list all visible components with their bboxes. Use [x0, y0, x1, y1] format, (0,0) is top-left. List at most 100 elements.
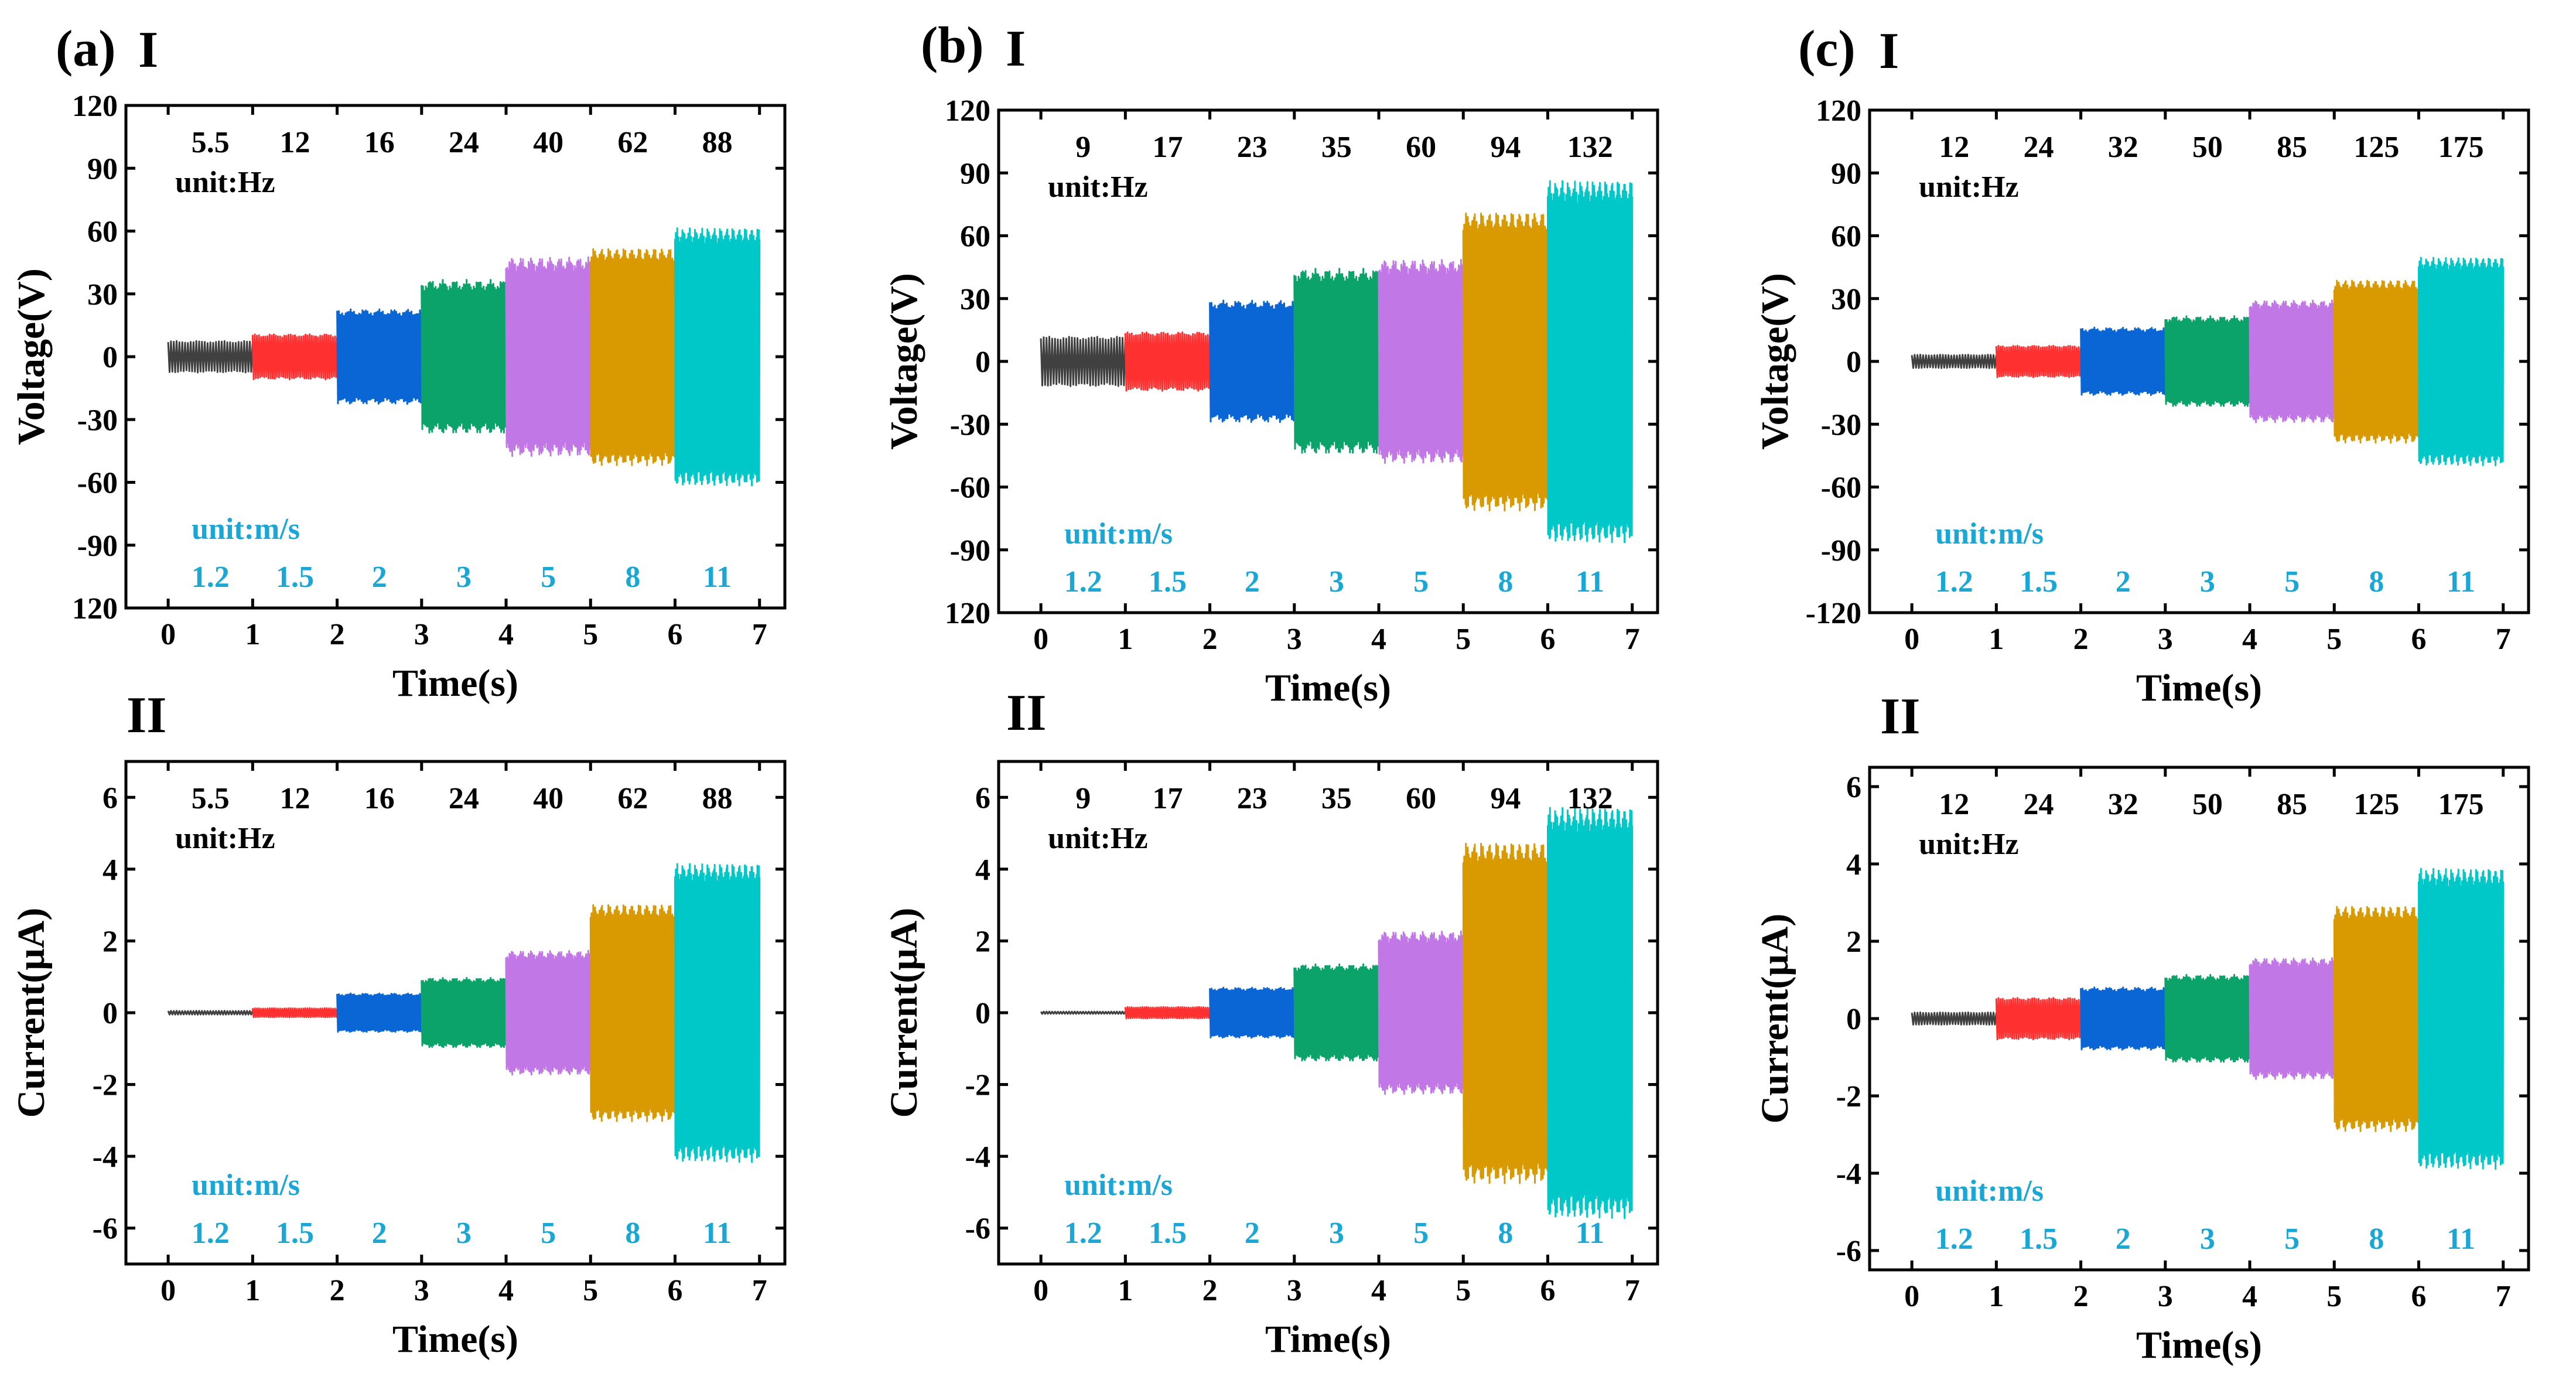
x-tick-label: 7 — [752, 1274, 767, 1307]
y-axis-label: Current(μA) — [1754, 914, 1796, 1124]
signal-series-2-ms — [1209, 986, 1296, 1039]
y-tick-label: 2 — [103, 925, 118, 958]
signal-series-5-ms — [1378, 930, 1464, 1095]
y-tick-label: 4 — [103, 853, 118, 887]
speed-label: 3 — [456, 561, 472, 594]
signal-series-1-5-ms — [251, 1007, 339, 1019]
speed-label: 8 — [1498, 1217, 1513, 1250]
speed-label: 1.2 — [1935, 1222, 1973, 1256]
y-axis-label: Current(μA) — [883, 908, 925, 1118]
y-tick-label: -30 — [77, 404, 118, 437]
signal-series-5-ms — [505, 949, 592, 1076]
frequency-label: 17 — [1152, 131, 1183, 164]
y-tick-label: 60 — [1831, 220, 1861, 254]
frequency-label: 16 — [364, 126, 395, 159]
y-tick-label: 90 — [960, 157, 990, 190]
frequency-label: 32 — [2108, 788, 2138, 821]
frequency-label: 23 — [1237, 782, 1267, 815]
chart-b-II: 0 1 2 3 4 5 6 7-6-4-20246Time(s)Current(μA)unit… — [883, 760, 1659, 1361]
frequency-label: 60 — [1406, 131, 1436, 164]
x-tick-label: 4 — [2242, 1280, 2257, 1313]
frequency-label: 9 — [1075, 782, 1091, 815]
y-tick-label: -4 — [93, 1140, 118, 1174]
y-tick-label: 0 — [975, 346, 990, 379]
speed-label: 2 — [1245, 565, 1260, 599]
signal-series-8-ms — [589, 904, 676, 1122]
y-tick-label: 0 — [1846, 346, 1861, 379]
signal-series-5-ms — [505, 256, 592, 457]
y-tick-label: 30 — [960, 283, 990, 316]
y-tick-label: 120 — [945, 94, 990, 128]
frequency-label: 94 — [1490, 131, 1521, 164]
x-tick-label: 6 — [668, 618, 683, 651]
speed-label: 11 — [2447, 1222, 2475, 1256]
speed-unit-label: unit:m/s — [192, 513, 300, 546]
x-tick-label: 0 — [1904, 1280, 1919, 1313]
y-tick-label: 120 — [945, 597, 990, 630]
panel-label-c: (c) — [1798, 21, 1856, 77]
x-tick-label: 0 — [1033, 623, 1048, 656]
frequency-label: 85 — [2277, 131, 2307, 164]
speed-label: 11 — [703, 561, 732, 594]
speed-label: 5 — [541, 561, 556, 594]
x-tick-label: 0 — [1904, 623, 1919, 656]
speed-label: 1.5 — [1149, 565, 1187, 599]
frequency-label: 9 — [1075, 131, 1091, 164]
x-tick-label: 2 — [2073, 1280, 2089, 1313]
frequency-label: 12 — [1939, 788, 1969, 821]
speed-unit-label: unit:m/s — [1935, 1174, 2044, 1208]
signal-series-3-ms — [421, 279, 507, 434]
y-tick-label: -90 — [950, 534, 990, 568]
frequency-label: 50 — [2192, 788, 2223, 821]
y-tick-label: 6 — [103, 781, 118, 815]
signal-series-1-5-ms — [1124, 331, 1211, 392]
x-tick-label: 3 — [414, 618, 429, 651]
x-tick-label: 0 — [160, 618, 176, 651]
speed-label: 3 — [456, 1217, 472, 1250]
frequency-label: 24 — [2023, 131, 2054, 164]
frequency-label: 132 — [1567, 131, 1613, 164]
x-tick-label: 4 — [1371, 1274, 1386, 1307]
speed-unit-label: unit:m/s — [192, 1169, 300, 1202]
signal-series-5-ms — [2249, 299, 2335, 423]
x-tick-label: 7 — [2496, 623, 2511, 656]
y-tick-label: 0 — [103, 341, 118, 374]
speed-label: 1.2 — [1935, 565, 1973, 599]
frequency-label: 175 — [2438, 131, 2484, 164]
speed-label: 2 — [372, 561, 387, 594]
signal-series-11-ms — [674, 863, 761, 1163]
chart-c-II: 0 1 2 3 4 5 6 7-6-4-20246Time(s)Current(μA)unit… — [1754, 766, 2530, 1366]
speed-label: 5 — [2284, 565, 2300, 599]
signal-series-5-ms — [2249, 957, 2335, 1080]
x-tick-label: 4 — [498, 1274, 514, 1307]
x-axis-label: Time(s) — [392, 662, 518, 705]
frequency-unit-label: unit:Hz — [1919, 170, 2018, 204]
signal-series-1-2-ms — [1911, 354, 1997, 369]
x-tick-label: 1 — [1989, 1280, 2004, 1313]
frequency-label: 12 — [279, 782, 310, 815]
y-tick-label: 0 — [975, 997, 990, 1030]
signal-series-11-ms — [674, 227, 761, 487]
y-tick-label: 0 — [103, 997, 118, 1030]
x-tick-label: 2 — [1202, 1274, 1218, 1307]
x-tick-label: 3 — [1287, 623, 1302, 656]
y-tick-label: -6 — [965, 1212, 990, 1246]
speed-label: 8 — [2369, 1222, 2384, 1256]
frequency-label: 12 — [279, 126, 310, 159]
signal-series-8-ms — [1462, 842, 1549, 1184]
speed-label: 5 — [2284, 1222, 2300, 1256]
x-tick-label: 5 — [2326, 623, 2342, 656]
speed-label: 8 — [625, 561, 640, 594]
row-label-c-II: II — [1880, 688, 1921, 745]
frequency-label: 60 — [1406, 782, 1436, 815]
y-tick-label: 60 — [960, 220, 990, 254]
speed-label: 1.5 — [2020, 565, 2058, 599]
y-tick-label: 4 — [975, 853, 990, 887]
frequency-label: 94 — [1490, 782, 1521, 815]
y-tick-label: 6 — [975, 781, 990, 815]
chart-a-I: 0 1 2 3 4 5 6 7120-90-60-300306090120Time(s)Vol… — [10, 90, 787, 705]
signal-series-1-5-ms — [1995, 997, 2082, 1041]
signal-series-2-ms — [2080, 986, 2167, 1051]
signal-series-3-ms — [421, 976, 507, 1048]
y-tick-label: -2 — [1836, 1080, 1861, 1113]
